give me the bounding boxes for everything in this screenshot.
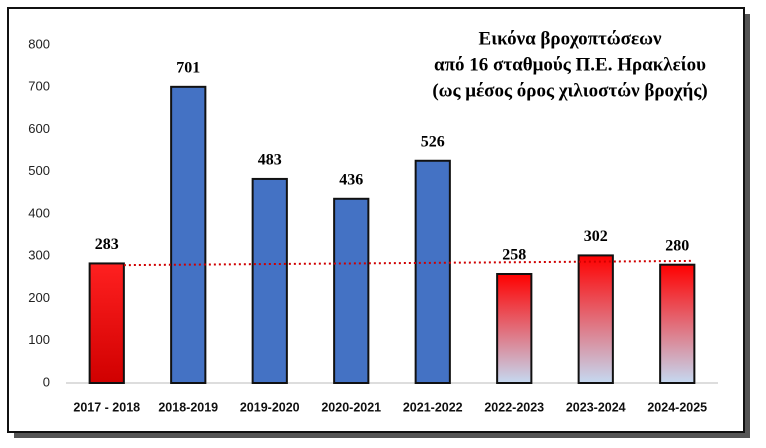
x-tick-label: 2021-2022 xyxy=(403,400,463,414)
x-tick-label: 2018-2019 xyxy=(158,400,218,414)
y-tick-label: 200 xyxy=(28,290,50,305)
chart-title: (ως μέσος όρος χιλιοστών βροχής) xyxy=(432,80,707,101)
x-tick-label: 2017 - 2018 xyxy=(73,400,140,414)
y-tick-label: 400 xyxy=(28,205,50,220)
x-tick-label: 2019-2020 xyxy=(240,400,300,414)
chart-title: από 16 σταθμούς Π.Ε. Ηρακλείου xyxy=(434,54,706,75)
value-label: 280 xyxy=(665,237,689,254)
frame xyxy=(7,7,745,433)
value-label: 483 xyxy=(258,152,282,169)
value-label: 526 xyxy=(421,133,445,150)
bar xyxy=(251,177,288,384)
value-label: 258 xyxy=(502,247,526,264)
bar xyxy=(333,197,370,384)
chart-title: Εικόνα βροχοπτώσεων xyxy=(479,28,662,49)
bar xyxy=(659,263,696,385)
y-tick-label: 600 xyxy=(28,121,50,136)
value-label: 302 xyxy=(584,228,608,245)
y-tick-label: 800 xyxy=(28,36,50,51)
y-tick-label: 700 xyxy=(28,79,50,94)
value-label: 283 xyxy=(95,236,119,253)
bar xyxy=(88,262,125,384)
bar xyxy=(414,159,451,384)
bar xyxy=(170,85,207,384)
y-tick-label: 500 xyxy=(28,163,50,178)
x-tick-label: 2023-2024 xyxy=(566,400,626,414)
y-tick-label: 100 xyxy=(28,332,50,347)
y-tick-label: 300 xyxy=(28,248,50,263)
y-tick-label: 0 xyxy=(43,374,50,389)
value-label: 436 xyxy=(339,171,363,188)
x-tick-label: 2020-2021 xyxy=(321,400,381,414)
bar xyxy=(577,254,614,384)
x-tick-label: 2024-2025 xyxy=(647,400,707,414)
value-label: 701 xyxy=(176,59,200,76)
bar xyxy=(496,272,533,384)
x-tick-label: 2022-2023 xyxy=(484,400,544,414)
